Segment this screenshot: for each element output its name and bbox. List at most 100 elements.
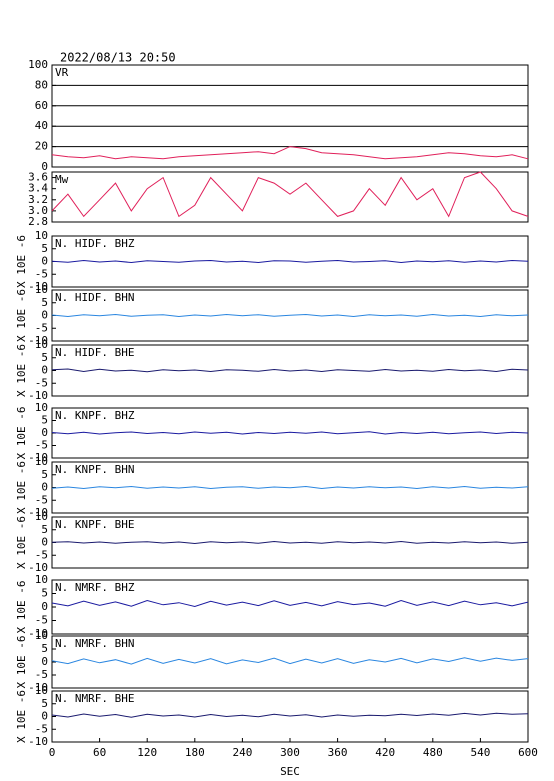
data-line [51,431,529,435]
x-axis-label: SEC [280,765,300,778]
y-tick-label: -10 [28,627,48,640]
y-tick-label: -5 [35,668,48,681]
y-tick-label: -10 [28,334,48,347]
y-tick-label: 5 [41,642,48,655]
y-tick-label: 3.0 [28,204,48,217]
data-line [51,712,529,718]
data-line [51,171,529,218]
y-tick-label: -5 [35,722,48,735]
x-tick-label: 600 [518,746,538,759]
y-tick-label: 0 [41,255,48,268]
y-tick-label: -10 [28,506,48,519]
y-tick-label: -5 [35,267,48,280]
y-axis-label: X 10E -6 [15,289,28,342]
x-tick-label: 540 [470,746,490,759]
y-tick-label: 10 [35,401,48,414]
y-tick-label: 10 [35,573,48,586]
y-tick-label: 3.6 [28,171,48,184]
panel-frame [51,64,529,168]
y-tick-label: -5 [35,614,48,627]
y-axis-label: X 10E -6 [15,516,28,569]
panel-label: VR [55,66,69,79]
y-axis-label: X 10E -6 [15,344,28,397]
x-tick-label: 420 [375,746,395,759]
y-tick-label: 5 [41,587,48,600]
y-axis-label: X 10E -6 [15,235,28,288]
y-tick-label: 0 [41,536,48,549]
y-tick-label: -10 [28,561,48,574]
panel-label: N. KNPF. BHE [55,518,134,531]
y-tick-label: -5 [35,493,48,506]
y-tick-label: 0 [41,710,48,723]
panel-frame [51,171,529,223]
y-tick-label: -5 [35,321,48,334]
y-tick-label: 10 [35,455,48,468]
y-tick-label: 2.8 [28,215,48,228]
y-tick-label: 100 [28,58,48,71]
panel-label: N. NMRF. BHE [55,692,134,705]
y-tick-label: 10 [35,229,48,242]
y-tick-label: 10 [35,684,48,697]
y-tick-label: 5 [41,296,48,309]
y-tick-label: 5 [41,351,48,364]
y-tick-label: 40 [35,119,48,132]
chart-title: 2022/08/13 20:50 [60,51,176,65]
y-tick-label: 80 [35,78,48,91]
y-axis-label: X 10E -6 [15,690,28,743]
y-tick-label: -10 [28,280,48,293]
x-tick-label: 180 [185,746,205,759]
x-tick-label: 300 [280,746,300,759]
data-line [51,368,529,373]
panel-label: Mw [55,173,69,186]
y-tick-label: 5 [41,697,48,710]
y-tick-label: 10 [35,629,48,642]
data-line [51,313,529,318]
y-tick-label: 0 [41,160,48,173]
panel-label: N. KNPF. BHN [55,463,134,476]
y-tick-label: -10 [28,451,48,464]
y-tick-label: -5 [35,439,48,452]
y-tick-label: 5 [41,242,48,255]
y-axis-label: X 10E -6 [15,461,28,514]
panel-label: N. HIDF. BHE [55,346,134,359]
data-line [51,146,529,160]
data-line [51,599,529,608]
y-tick-label: 5 [41,468,48,481]
y-tick-label: 5 [41,414,48,427]
x-tick-label: 60 [93,746,106,759]
data-line [51,485,529,490]
y-axis-label: X 10E -6 [15,636,28,689]
y-tick-label: 0 [41,481,48,494]
panel-label: N. HIDF. BHZ [55,237,135,250]
y-tick-label: -10 [28,389,48,402]
y-tick-label: -5 [35,376,48,389]
x-tick-label: 0 [49,746,56,759]
y-tick-label: 5 [41,523,48,536]
y-tick-label: -10 [28,735,48,748]
x-tick-label: 360 [328,746,348,759]
panel-label: N. NMRF. BHZ [55,581,135,594]
panel-label: N. NMRF. BHN [55,637,134,650]
y-tick-label: 60 [35,99,48,112]
y-tick-label: -5 [35,548,48,561]
y-tick-label: 10 [35,510,48,523]
y-tick-label: -10 [28,681,48,694]
x-tick-label: 480 [423,746,443,759]
y-axis-label: X 10E -6 [15,581,28,634]
y-tick-label: 0 [41,655,48,668]
y-tick-label: 3.4 [28,182,48,195]
data-line [51,657,529,665]
y-tick-label: 10 [35,283,48,296]
y-tick-label: 0 [41,364,48,377]
x-tick-label: 120 [137,746,157,759]
panel-label: N. KNPF. BHZ [55,409,135,422]
panel-label: N. HIDF. BHN [55,291,134,304]
x-tick-label: 240 [232,746,252,759]
y-axis-label: X 10E -6 [15,407,28,460]
y-tick-label: 0 [41,600,48,613]
y-tick-label: 20 [35,140,48,153]
data-line [51,540,529,545]
data-line [51,259,529,264]
y-tick-label: 3.2 [28,193,48,206]
